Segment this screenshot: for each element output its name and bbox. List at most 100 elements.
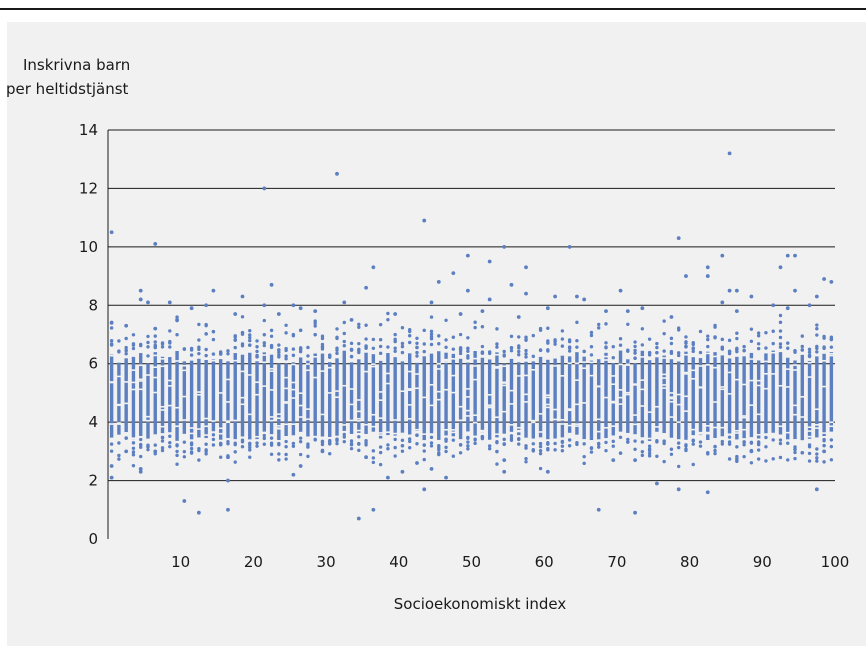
band-point [364,337,368,341]
band-point [262,318,267,323]
band-gap [581,439,587,441]
band-point [829,444,834,449]
band-point [437,342,441,346]
data-point-32 [298,464,303,468]
band-gap [821,385,827,388]
band-point [262,341,267,345]
band-point [466,354,470,358]
band-point [546,326,550,330]
band-point [168,345,172,349]
band-point [109,449,114,453]
band-point [408,437,412,441]
band-point [211,330,216,334]
band-gap [305,418,311,420]
band-point [575,320,579,325]
data-point-104 [807,303,812,308]
band-gap [552,418,558,421]
band-point [211,352,216,356]
band-point [218,455,223,459]
band-gap [211,420,216,422]
band-column-59 [538,356,543,439]
band-gap [182,369,187,372]
band-point [248,441,252,445]
band-gap [443,428,449,431]
band-point [466,336,470,340]
band-gap [741,428,747,431]
band-column-8 [168,357,172,433]
band-gap [443,359,449,362]
band-point [691,462,695,467]
band-point [618,337,623,341]
band-column-46 [444,352,448,436]
band-gap [632,383,638,385]
band-point [567,338,572,342]
band-gap [749,404,754,406]
band-point [771,457,775,461]
band-column-2 [124,358,128,433]
band-gap [160,405,165,408]
band-point [153,334,157,338]
band-point [749,441,754,445]
band-gap [705,424,710,427]
band-gap [145,374,151,376]
band-point [335,351,339,356]
band-point [676,351,681,355]
band-point [647,337,652,341]
band-gap [291,397,296,399]
band-column-11 [189,360,194,440]
y-tick-label-10: 10 [79,238,98,256]
band-point [778,342,783,346]
data-point-101 [785,306,790,311]
band-point [240,438,245,442]
band-point [451,335,456,339]
data-point-67 [524,291,528,296]
band-point [735,454,739,459]
band-point [415,345,419,350]
band-point [655,351,659,355]
band-point [131,453,136,457]
data-point-5 [124,449,129,454]
band-point [400,326,405,330]
data-point-106 [814,487,819,492]
band-gap [407,388,412,390]
band-point [357,325,361,329]
band-gap [494,416,500,419]
band-gap [371,363,376,366]
band-point [458,443,463,447]
band-gap [567,408,572,410]
band-column-99 [829,352,834,433]
band-gap [538,437,543,439]
band-point [778,320,783,325]
band-gap [560,423,565,425]
band-point [153,345,157,349]
data-point-3 [109,475,114,480]
band-point [669,447,674,451]
band-point [131,343,136,347]
band-point [204,347,208,352]
band-point [764,435,768,440]
x-axis-label: Socioekonomiskt index [394,595,567,613]
band-gap [283,423,289,426]
data-point-22 [226,478,230,483]
data-point-33 [298,306,303,311]
band-point [509,438,514,442]
band-point [669,351,674,355]
grid-layer [108,129,835,482]
band-column-42 [415,362,419,431]
band-point [255,444,259,448]
band-gap [109,423,114,425]
band-point [524,460,528,464]
band-point [800,451,804,455]
band-point [255,355,259,359]
band-point [269,443,274,447]
band-point [342,331,346,336]
band-point [139,442,143,447]
band-gap [494,365,500,368]
band-point [727,338,732,343]
band-point [415,442,419,446]
band-point [378,322,383,327]
band-point [698,440,703,444]
band-point [393,346,397,350]
band-column-13 [204,360,208,439]
band-point [495,327,499,331]
